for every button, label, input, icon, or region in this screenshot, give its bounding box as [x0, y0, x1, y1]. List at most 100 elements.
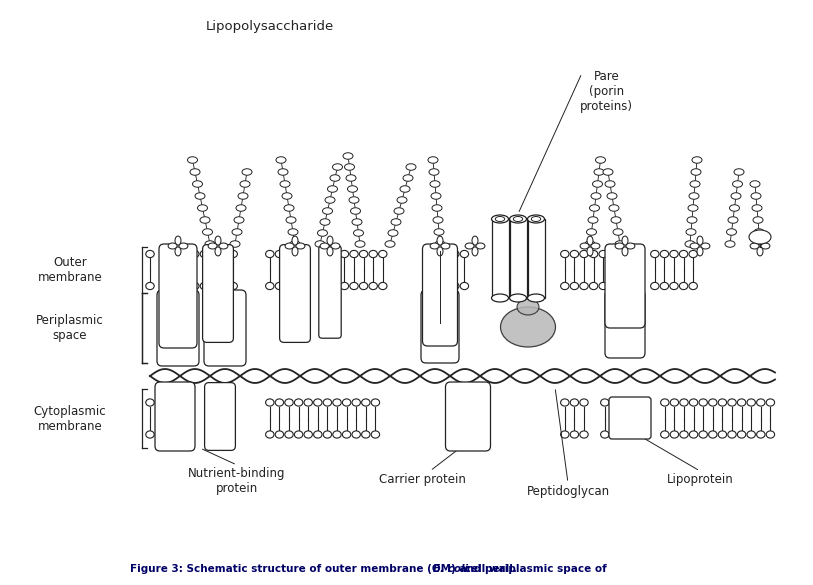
- Ellipse shape: [215, 399, 224, 406]
- Ellipse shape: [660, 283, 668, 290]
- Ellipse shape: [532, 216, 541, 222]
- Ellipse shape: [589, 250, 598, 257]
- Ellipse shape: [292, 236, 298, 245]
- Ellipse shape: [229, 250, 237, 257]
- Ellipse shape: [352, 219, 362, 225]
- Ellipse shape: [275, 250, 284, 257]
- Ellipse shape: [510, 215, 527, 223]
- Ellipse shape: [282, 192, 292, 199]
- Ellipse shape: [430, 243, 439, 249]
- Ellipse shape: [437, 247, 443, 256]
- FancyBboxPatch shape: [205, 383, 236, 450]
- Ellipse shape: [433, 217, 443, 223]
- Ellipse shape: [749, 230, 771, 244]
- Ellipse shape: [680, 250, 688, 257]
- Ellipse shape: [333, 431, 341, 438]
- Ellipse shape: [752, 205, 762, 211]
- Ellipse shape: [661, 431, 669, 438]
- Ellipse shape: [229, 283, 237, 290]
- Ellipse shape: [200, 217, 210, 223]
- FancyBboxPatch shape: [609, 397, 651, 439]
- Ellipse shape: [766, 431, 775, 438]
- Ellipse shape: [330, 175, 340, 181]
- Ellipse shape: [349, 197, 359, 203]
- Ellipse shape: [195, 192, 205, 199]
- Ellipse shape: [513, 216, 523, 222]
- Text: Cytoplasmic
membrane: Cytoplasmic membrane: [33, 404, 107, 432]
- Ellipse shape: [220, 283, 228, 290]
- Ellipse shape: [342, 399, 350, 406]
- Ellipse shape: [146, 283, 154, 290]
- Ellipse shape: [359, 283, 367, 290]
- Ellipse shape: [428, 157, 438, 163]
- Ellipse shape: [266, 283, 274, 290]
- Ellipse shape: [206, 399, 214, 406]
- Ellipse shape: [586, 229, 597, 235]
- Ellipse shape: [215, 236, 221, 245]
- Ellipse shape: [561, 431, 569, 438]
- Ellipse shape: [731, 192, 741, 199]
- Ellipse shape: [327, 247, 333, 256]
- Ellipse shape: [355, 241, 365, 247]
- Ellipse shape: [406, 164, 416, 170]
- Ellipse shape: [288, 229, 298, 235]
- Ellipse shape: [570, 250, 579, 257]
- Ellipse shape: [725, 241, 735, 247]
- Ellipse shape: [323, 208, 333, 214]
- Ellipse shape: [757, 236, 763, 245]
- Ellipse shape: [692, 157, 702, 163]
- Ellipse shape: [328, 186, 337, 192]
- Ellipse shape: [690, 181, 700, 187]
- Ellipse shape: [757, 399, 765, 406]
- Ellipse shape: [236, 205, 246, 211]
- FancyBboxPatch shape: [446, 382, 490, 451]
- Ellipse shape: [275, 431, 284, 438]
- Ellipse shape: [761, 243, 770, 249]
- Ellipse shape: [290, 241, 300, 247]
- Ellipse shape: [495, 216, 505, 222]
- Ellipse shape: [595, 157, 606, 163]
- Ellipse shape: [697, 236, 703, 245]
- Ellipse shape: [601, 399, 609, 406]
- Ellipse shape: [501, 307, 555, 347]
- Ellipse shape: [670, 399, 679, 406]
- Text: Figure 3: Schematic structure of outer membrane (OM) and periplasmic space of: Figure 3: Schematic structure of outer m…: [0, 584, 1, 585]
- Ellipse shape: [755, 241, 765, 247]
- Ellipse shape: [689, 431, 698, 438]
- Ellipse shape: [284, 205, 294, 211]
- Ellipse shape: [460, 283, 468, 290]
- Ellipse shape: [362, 431, 370, 438]
- Ellipse shape: [601, 431, 609, 438]
- Ellipse shape: [460, 250, 468, 257]
- Ellipse shape: [294, 399, 302, 406]
- Ellipse shape: [369, 283, 377, 290]
- Ellipse shape: [580, 250, 588, 257]
- Bar: [528, 219, 545, 298]
- Bar: [510, 219, 527, 298]
- Ellipse shape: [347, 186, 358, 192]
- Text: cell wall.: cell wall.: [461, 564, 516, 574]
- Ellipse shape: [359, 250, 367, 257]
- Text: Lipopolysaccharide: Lipopolysaccharide: [206, 20, 334, 33]
- Ellipse shape: [528, 215, 545, 223]
- Ellipse shape: [622, 236, 628, 245]
- Ellipse shape: [591, 243, 600, 249]
- Ellipse shape: [611, 399, 619, 406]
- FancyBboxPatch shape: [155, 382, 195, 451]
- Ellipse shape: [285, 399, 293, 406]
- Ellipse shape: [680, 431, 688, 438]
- Ellipse shape: [397, 197, 407, 203]
- Ellipse shape: [325, 197, 335, 203]
- Ellipse shape: [593, 181, 602, 187]
- Ellipse shape: [747, 399, 755, 406]
- Ellipse shape: [510, 294, 527, 302]
- Text: Periplasmic
space: Periplasmic space: [36, 314, 104, 342]
- Ellipse shape: [609, 250, 617, 257]
- Ellipse shape: [432, 205, 442, 211]
- Ellipse shape: [266, 250, 274, 257]
- Ellipse shape: [728, 399, 737, 406]
- Ellipse shape: [215, 431, 224, 438]
- Ellipse shape: [690, 243, 699, 249]
- FancyBboxPatch shape: [423, 244, 458, 346]
- Ellipse shape: [757, 431, 765, 438]
